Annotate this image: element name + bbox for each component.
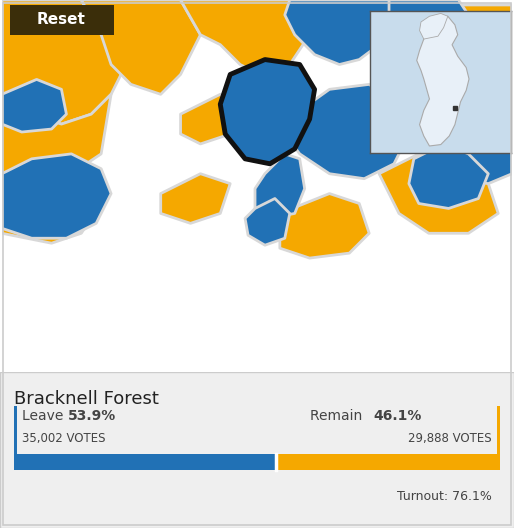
Polygon shape bbox=[2, 154, 111, 238]
Polygon shape bbox=[255, 154, 305, 219]
Polygon shape bbox=[285, 0, 394, 64]
Polygon shape bbox=[221, 60, 315, 164]
Polygon shape bbox=[180, 95, 240, 144]
Polygon shape bbox=[81, 0, 200, 95]
Polygon shape bbox=[2, 79, 66, 132]
Polygon shape bbox=[379, 154, 498, 233]
Bar bbox=[14, 406, 17, 456]
Text: Remain: Remain bbox=[310, 409, 366, 423]
Text: 29,888 VOTES: 29,888 VOTES bbox=[409, 431, 492, 445]
Polygon shape bbox=[389, 0, 468, 60]
Polygon shape bbox=[434, 104, 512, 184]
Polygon shape bbox=[2, 95, 111, 184]
Polygon shape bbox=[2, 0, 131, 124]
Polygon shape bbox=[434, 35, 512, 134]
Polygon shape bbox=[417, 16, 469, 146]
Polygon shape bbox=[389, 0, 449, 30]
Bar bbox=[10, 5, 114, 35]
Text: Turnout: 76.1%: Turnout: 76.1% bbox=[397, 489, 492, 503]
Polygon shape bbox=[245, 199, 290, 245]
Polygon shape bbox=[2, 184, 101, 243]
Polygon shape bbox=[280, 194, 369, 258]
Polygon shape bbox=[419, 13, 448, 39]
Bar bbox=[14, 454, 276, 470]
Text: 46.1%: 46.1% bbox=[373, 409, 421, 423]
Bar bbox=[276, 454, 500, 470]
Polygon shape bbox=[180, 0, 320, 74]
Polygon shape bbox=[429, 74, 512, 134]
Text: 53.9%: 53.9% bbox=[68, 409, 116, 423]
Text: Bracknell Forest: Bracknell Forest bbox=[14, 390, 159, 408]
Polygon shape bbox=[221, 60, 315, 164]
Polygon shape bbox=[409, 144, 488, 209]
Bar bbox=[497, 406, 500, 456]
Text: Leave: Leave bbox=[22, 409, 68, 423]
Polygon shape bbox=[458, 5, 512, 45]
Text: Reset: Reset bbox=[37, 12, 86, 27]
Text: 35,002 VOTES: 35,002 VOTES bbox=[22, 431, 105, 445]
Polygon shape bbox=[285, 84, 409, 178]
Polygon shape bbox=[161, 174, 230, 223]
